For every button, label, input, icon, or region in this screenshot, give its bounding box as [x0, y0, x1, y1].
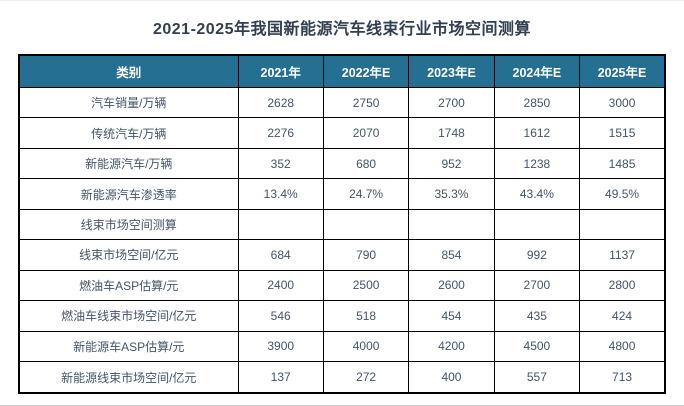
table-cell: 2800 [579, 269, 666, 302]
column-header-2023e: 2023年E [408, 54, 495, 88]
table-cell: 518 [322, 300, 410, 332]
table-cell: 1485 [579, 147, 666, 180]
table-cell: 272 [322, 361, 410, 394]
table-cell: 2070 [322, 117, 410, 149]
table-cell: 992 [493, 239, 581, 271]
table-row: 新能源汽车渗透率 13.4% 24.7% 35.3% 43.4% 49.5% [18, 178, 666, 210]
table-row: 新能源线束市场空间/亿元 137 272 400 557 713 [18, 361, 666, 394]
column-header-2025e: 2025年E [579, 54, 666, 88]
row-label: 新能源车ASP估算/元 [18, 330, 239, 363]
row-label: 新能源线束市场空间/亿元 [18, 361, 239, 394]
table-cell: 35.3% [408, 178, 495, 210]
table-row: 新能源汽车/万辆 352 680 952 1238 1485 [18, 147, 666, 180]
table-cell: 24.7% [322, 178, 410, 210]
header-row: 类别 2021年 2022年E 2023年E 2024年E 2025年E [18, 54, 666, 88]
row-label: 线束市场空间/亿元 [18, 239, 239, 271]
table-header: 类别 2021年 2022年E 2023年E 2024年E 2025年E [18, 54, 666, 88]
table-cell: 352 [237, 147, 324, 180]
table-cell: 2500 [322, 269, 410, 302]
row-label: 新能源汽车/万辆 [18, 147, 239, 180]
column-header-category: 类别 [18, 54, 239, 88]
table-cell: 3000 [579, 86, 666, 119]
table-cell: 1612 [493, 117, 581, 149]
market-space-table: 类别 2021年 2022年E 2023年E 2024年E 2025年E 汽车销… [18, 54, 666, 394]
table-cell: 13.4% [237, 178, 324, 210]
table-cell: 546 [237, 300, 324, 332]
table-cell: 557 [493, 361, 581, 394]
table-cell: 1748 [408, 117, 495, 149]
table-cell: 400 [408, 361, 495, 394]
table-cell: 854 [408, 239, 495, 271]
row-label: 汽车销量/万辆 [18, 86, 239, 119]
table-body: 汽车销量/万辆 2628 2750 2700 2850 3000 传统汽车/万辆… [18, 86, 666, 394]
table-cell [322, 208, 410, 241]
table-cell [579, 208, 666, 241]
table-cell: 435 [493, 300, 581, 332]
table-cell: 424 [579, 300, 666, 332]
table-cell: 43.4% [493, 178, 581, 210]
table-cell: 1515 [579, 117, 666, 149]
table-row: 新能源车ASP估算/元 3900 4000 4200 4500 4800 [18, 330, 666, 363]
table-row: 线束市场空间测算 [18, 208, 666, 241]
table-row: 传统汽车/万辆 2276 2070 1748 1612 1515 [18, 117, 666, 149]
table-cell: 4500 [493, 330, 581, 363]
table-cell: 1238 [493, 147, 581, 180]
table-cell [237, 208, 324, 241]
table-cell: 713 [579, 361, 666, 394]
table-cell: 2700 [493, 269, 581, 302]
table-cell: 3900 [237, 330, 324, 363]
table-cell: 2600 [408, 269, 495, 302]
column-header-2024e: 2024年E [493, 54, 581, 88]
row-label: 传统汽车/万辆 [18, 117, 239, 149]
table-cell: 2850 [493, 86, 581, 119]
row-label: 线束市场空间测算 [18, 208, 239, 241]
page-title: 2021-2025年我国新能源汽车线束行业市场空间测算 [152, 21, 532, 38]
table-cell: 49.5% [579, 178, 666, 210]
table-cell: 454 [408, 300, 495, 332]
table-cell: 680 [322, 147, 410, 180]
table-cell: 4000 [322, 330, 410, 363]
table-cell: 4800 [579, 330, 666, 363]
table-cell [408, 208, 495, 241]
table-cell: 2400 [237, 269, 324, 302]
table-cell: 2276 [237, 117, 324, 149]
table-cell: 790 [322, 239, 410, 271]
row-label: 燃油车ASP估算/元 [18, 269, 239, 302]
table-cell [493, 208, 581, 241]
table-row: 线束市场空间/亿元 684 790 854 992 1137 [18, 239, 666, 271]
table-cell: 1137 [579, 239, 666, 271]
table-cell: 4200 [408, 330, 495, 363]
table-cell: 2700 [408, 86, 495, 119]
table-cell: 952 [408, 147, 495, 180]
row-label: 燃油车线束市场空间/亿元 [18, 300, 239, 332]
column-header-2022e: 2022年E [322, 54, 410, 88]
table-cell: 137 [237, 361, 324, 394]
table-cell: 2750 [322, 86, 410, 119]
row-label: 新能源汽车渗透率 [18, 178, 239, 210]
table-row: 燃油车线束市场空间/亿元 546 518 454 435 424 [18, 300, 666, 332]
table-cell: 2628 [237, 86, 324, 119]
table-cell: 684 [237, 239, 324, 271]
column-header-2021: 2021年 [237, 54, 324, 88]
table-row: 汽车销量/万辆 2628 2750 2700 2850 3000 [18, 86, 666, 119]
table-row: 燃油车ASP估算/元 2400 2500 2600 2700 2800 [18, 269, 666, 302]
page-top-divider [0, 0, 684, 1]
